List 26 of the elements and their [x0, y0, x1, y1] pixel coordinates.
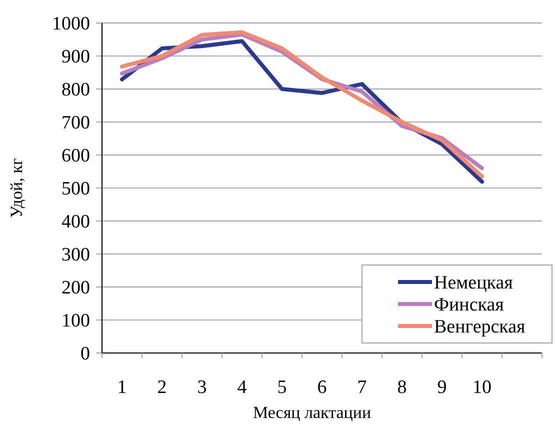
y-tick-label: 600: [62, 146, 90, 167]
x-tick-label: 4: [237, 377, 248, 398]
y-tick-label: 400: [62, 212, 90, 233]
legend-label: Немецкая: [434, 272, 514, 294]
x-axis-title: Месяц лактации: [252, 403, 372, 422]
legend-label: Финская: [434, 294, 504, 316]
x-tick-label: 1: [117, 377, 127, 398]
x-tick-label: 8: [397, 377, 407, 398]
x-tick-label: 2: [157, 377, 167, 398]
y-tick-label: 700: [62, 112, 90, 134]
y-tick-label: 0: [80, 344, 90, 365]
y-tick-label: 500: [62, 178, 90, 200]
y-tick-label: 900: [62, 46, 90, 68]
x-tick-label: 10: [472, 377, 492, 398]
x-tick-label: 7: [357, 377, 367, 398]
legend-label: Венгерская: [434, 316, 526, 338]
x-tick-label: 3: [197, 377, 207, 398]
y-tick-label: 1000: [52, 14, 90, 35]
y-tick-label: 800: [62, 80, 90, 101]
y-axis-title: Удой, кг: [7, 158, 26, 218]
x-tick-label: 9: [437, 377, 447, 398]
y-tick-label: 100: [62, 310, 90, 332]
x-tick-label: 5: [277, 377, 287, 398]
x-tick-label: 6: [317, 377, 327, 398]
y-tick-label: 300: [62, 244, 90, 266]
y-tick-label: 200: [62, 278, 90, 299]
